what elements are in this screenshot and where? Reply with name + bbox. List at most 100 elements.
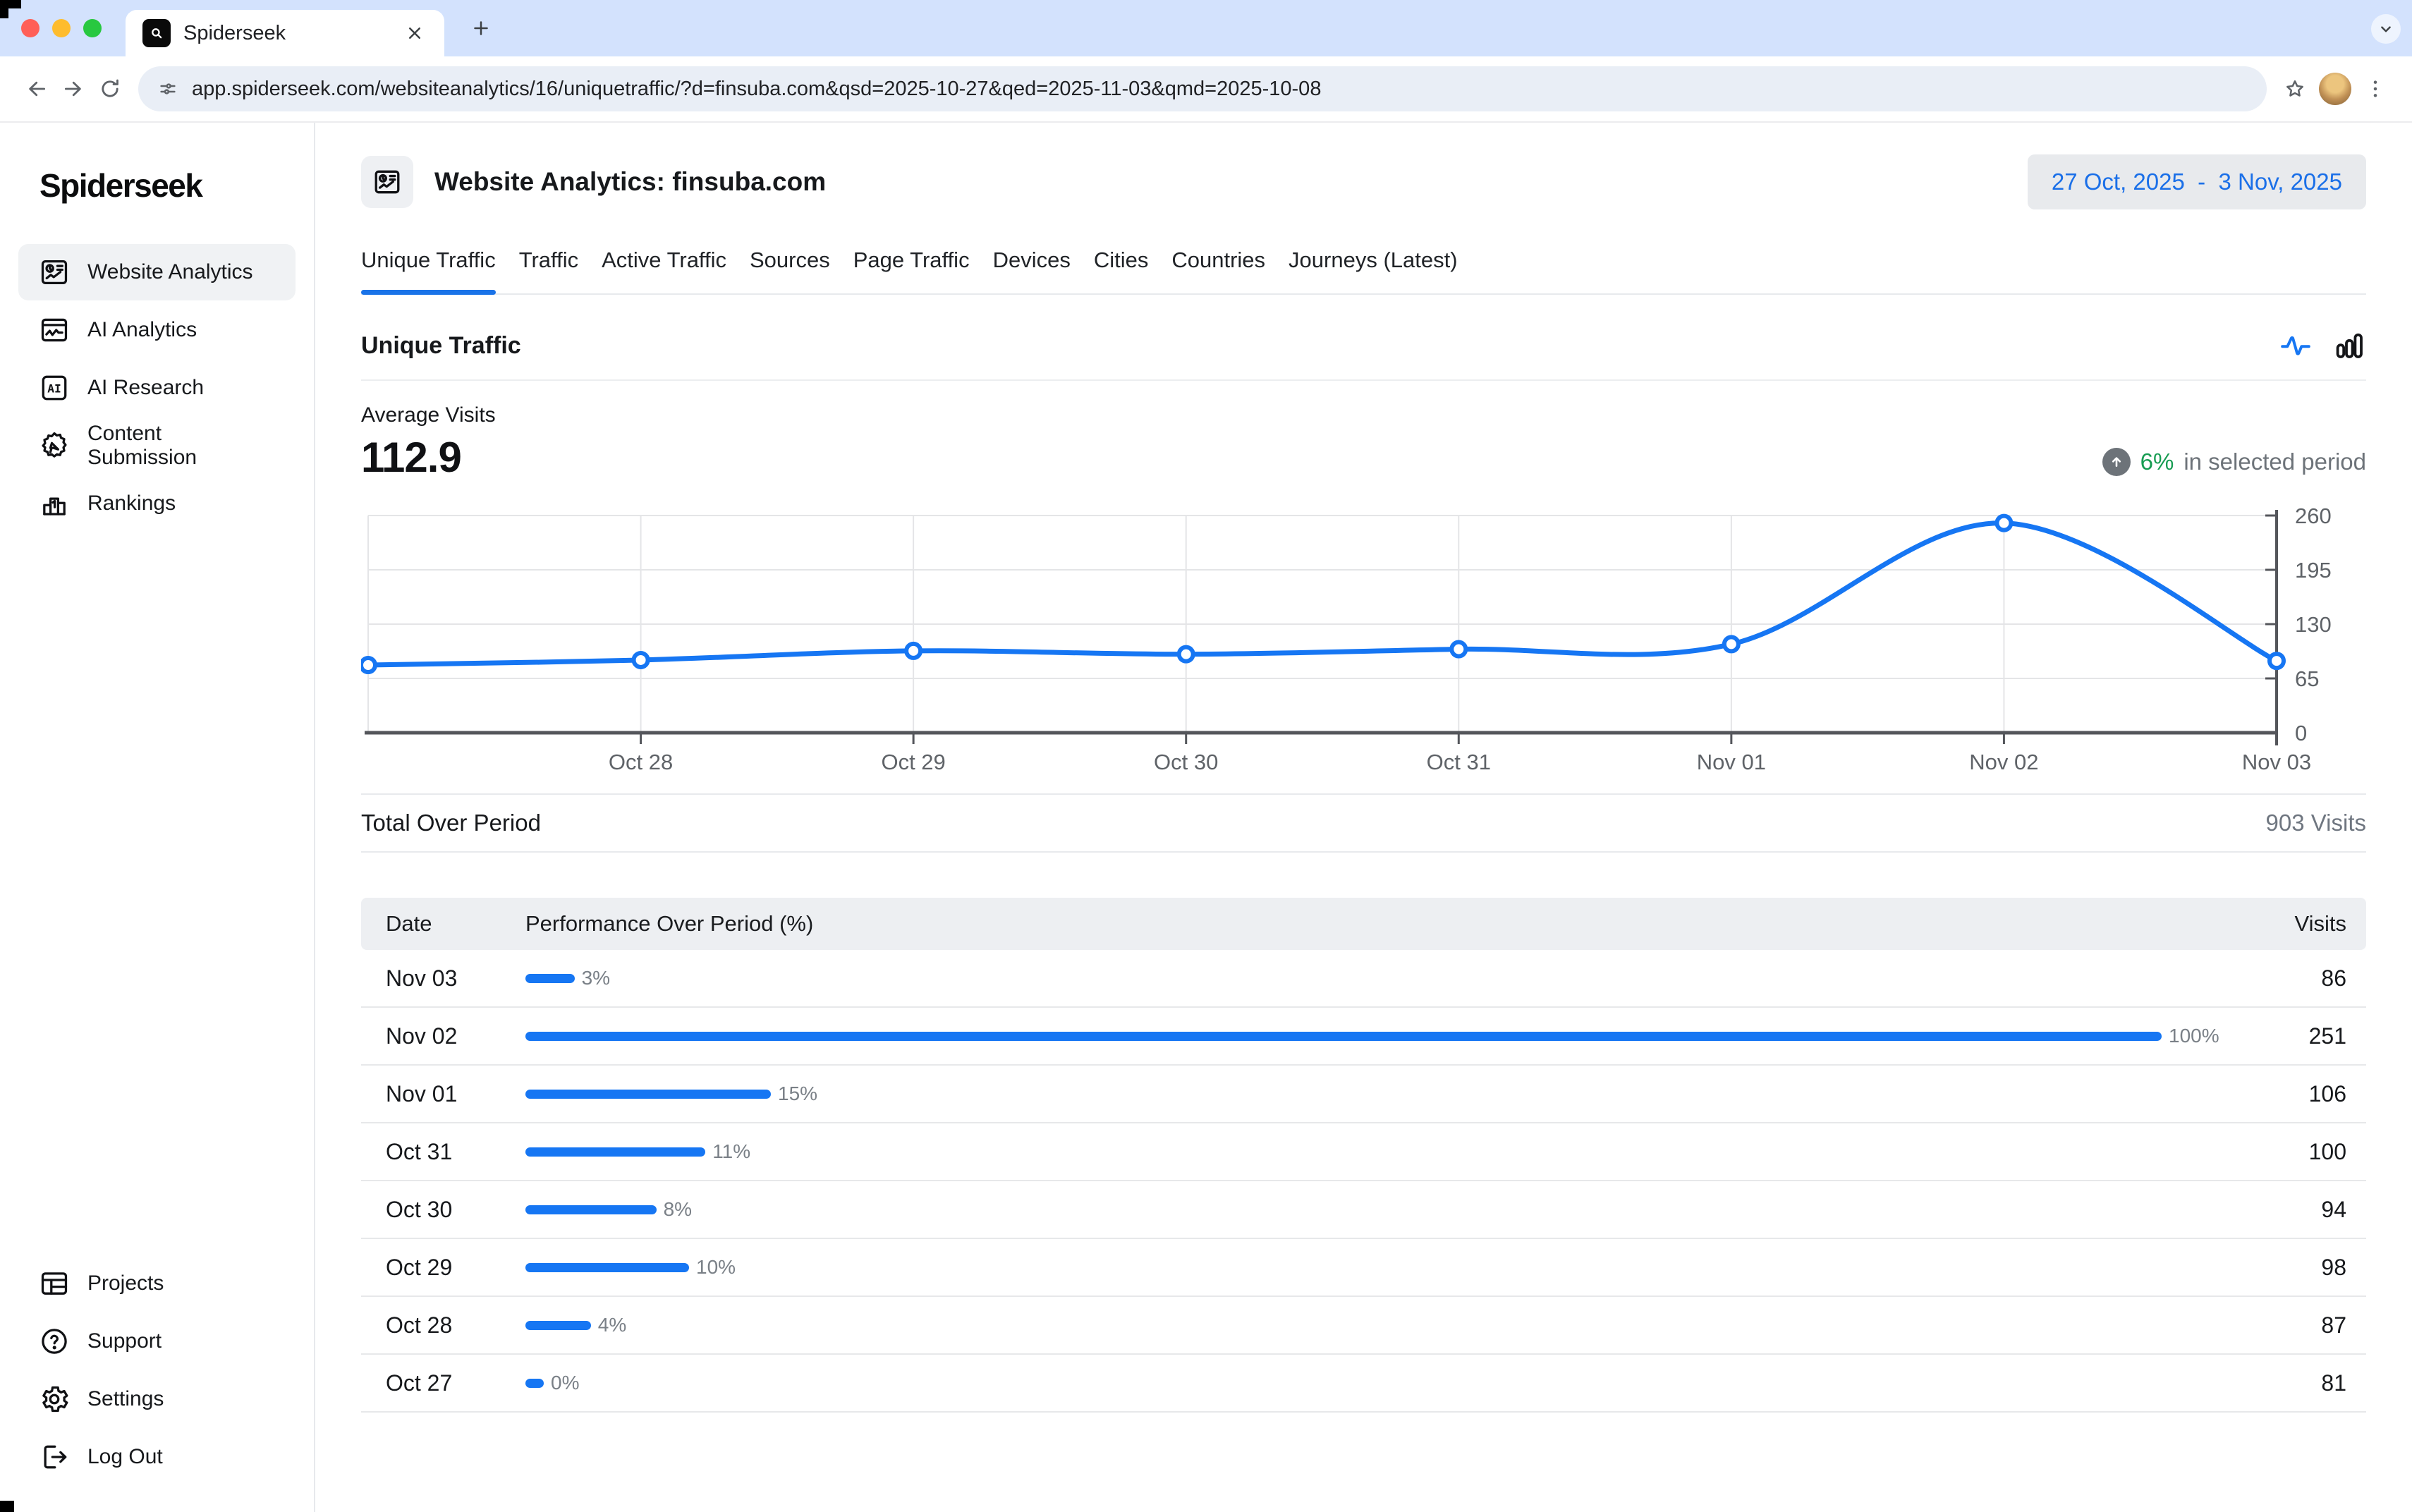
table-row: Oct 28 4% 87	[361, 1297, 2366, 1355]
date-range-button[interactable]: 27 Oct, 2025 - 3 Nov, 2025	[2027, 154, 2366, 209]
total-row: Total Over Period 903 Visits	[361, 793, 2366, 853]
url-bar[interactable]: app.spiderseek.com/websiteanalytics/16/u…	[138, 66, 2267, 111]
tab-journeys-latest[interactable]: Journeys (Latest)	[1289, 248, 1458, 272]
rankings-icon	[38, 487, 71, 520]
sidebar-item-label: Support	[87, 1329, 162, 1353]
row-performance: 11%	[525, 1140, 2191, 1163]
row-performance: 8%	[525, 1198, 2191, 1221]
support-icon	[38, 1325, 71, 1358]
stats-row: Average Visits 112.9 6% in selected peri…	[361, 403, 2366, 482]
svg-text:Oct 31: Oct 31	[1427, 750, 1491, 774]
ai-analytics-icon	[38, 314, 71, 346]
url-text: app.spiderseek.com/websiteanalytics/16/u…	[192, 77, 1322, 100]
sidebar-item-content-submission[interactable]: Content Submission	[18, 417, 296, 474]
row-date: Oct 31	[386, 1138, 453, 1164]
sidebar-item-rankings[interactable]: Rankings	[18, 475, 296, 532]
analytics-tabs: Unique Traffic Traffic Active Traffic Sourc…	[361, 247, 2366, 295]
projects-icon	[38, 1267, 71, 1300]
sidebar-item-ai-analytics[interactable]: AI Analytics	[18, 302, 296, 358]
row-date: Oct 28	[386, 1312, 453, 1338]
settings-icon	[38, 1383, 71, 1415]
page-header: Website Analytics: finsuba.com 27 Oct, 2…	[361, 152, 2366, 212]
sidebar-item-label: Content Submission	[87, 422, 197, 469]
browser-tab-title: Spiderseek	[183, 21, 286, 44]
sidebar-item-label: Projects	[87, 1272, 164, 1295]
section-header: Unique Traffic	[361, 329, 2366, 381]
row-pct-label: 3%	[581, 967, 611, 989]
performance-bar	[525, 1205, 657, 1214]
traffic-table: Date Performance Over Period (%) Visits …	[361, 898, 2366, 1413]
tab-close-icon[interactable]	[402, 20, 427, 46]
header-date: Date	[386, 911, 432, 936]
window-minimize-button[interactable]	[52, 19, 71, 37]
average-visits-label: Average Visits	[361, 403, 496, 427]
svg-text:Nov 02: Nov 02	[1969, 750, 2038, 774]
sidebar-item-label: Rankings	[87, 492, 176, 515]
window-zoom-button[interactable]	[83, 19, 102, 37]
sidebar-item-projects[interactable]: Projects	[18, 1255, 296, 1312]
row-visits: 106	[2308, 1080, 2346, 1106]
table-header: Date Performance Over Period (%) Visits	[361, 898, 2366, 950]
row-pct-label: 100%	[2169, 1025, 2219, 1047]
window-controls	[0, 19, 120, 37]
sidebar-item-label: Log Out	[87, 1445, 163, 1468]
svg-text:AI: AI	[47, 382, 61, 396]
forward-icon[interactable]	[55, 71, 92, 107]
sidebar-item-log-out[interactable]: Log Out	[18, 1429, 296, 1485]
sidebar-item-website-analytics[interactable]: Website Analytics	[18, 244, 296, 300]
tab-search-chevron-icon[interactable]	[2371, 14, 2401, 44]
tab-cities[interactable]: Cities	[1093, 248, 1149, 272]
sidebar-item-support[interactable]: Support	[18, 1313, 296, 1370]
change-percent: 6%	[2140, 449, 2174, 475]
performance-bar	[525, 1378, 544, 1388]
row-visits: 98	[2321, 1254, 2346, 1280]
tab-devices[interactable]: Devices	[992, 248, 1071, 272]
performance-bar	[525, 1262, 689, 1272]
performance-bar	[525, 1320, 591, 1330]
browser-tab[interactable]: Spiderseek	[126, 10, 444, 56]
window-close-button[interactable]	[21, 19, 39, 37]
row-pct-label: 11%	[712, 1140, 751, 1162]
site-settings-tune-icon[interactable]	[157, 78, 179, 100]
tab-sources[interactable]: Sources	[749, 248, 830, 272]
profile-avatar[interactable]	[2319, 73, 2351, 105]
reload-icon[interactable]	[92, 71, 128, 107]
back-icon[interactable]	[18, 71, 55, 107]
sidebar-item-ai-research[interactable]: AI AI Research	[18, 360, 296, 416]
row-pct-label: 8%	[663, 1198, 693, 1220]
row-date: Oct 30	[386, 1196, 453, 1222]
row-pct-label: 0%	[551, 1372, 580, 1394]
tab-active-traffic[interactable]: Active Traffic	[602, 248, 726, 272]
average-visits-value: 112.9	[361, 434, 462, 481]
browser-menu-kebab-icon[interactable]	[2357, 71, 2394, 107]
sidebar-item-settings[interactable]: Settings	[18, 1371, 296, 1427]
row-pct-label: 15%	[778, 1083, 818, 1104]
total-value: 903 Visits	[2265, 810, 2366, 836]
row-visits: 100	[2308, 1138, 2346, 1164]
table-row: Oct 29 10% 98	[361, 1239, 2366, 1297]
arrow-up-icon	[2102, 448, 2131, 476]
new-tab-button[interactable]	[468, 16, 494, 41]
row-date: Oct 29	[386, 1254, 453, 1280]
browser-toolbar: app.spiderseek.com/websiteanalytics/16/u…	[0, 56, 2412, 123]
tab-page-traffic[interactable]: Page Traffic	[853, 248, 970, 272]
row-performance: 10%	[525, 1256, 2191, 1279]
logout-icon	[38, 1441, 71, 1473]
bar-chart-toggle-icon[interactable]	[2332, 329, 2366, 362]
svg-text:Nov 01: Nov 01	[1697, 750, 1766, 774]
tab-traffic[interactable]: Traffic	[518, 248, 579, 272]
table-body: Nov 03 3% 86 Nov 02 100% 251 Nov 01 15% 106 Oct 3…	[361, 950, 2366, 1413]
bookmark-star-icon[interactable]	[2277, 71, 2313, 107]
total-label: Total Over Period	[361, 810, 541, 836]
tab-countries[interactable]: Countries	[1171, 248, 1266, 272]
svg-text:0: 0	[2295, 721, 2307, 745]
sidebar-item-label: Website Analytics	[87, 260, 253, 284]
line-chart-toggle-icon[interactable]	[2279, 329, 2313, 362]
row-date: Nov 02	[386, 1023, 458, 1049]
row-visits: 251	[2308, 1023, 2346, 1049]
svg-text:Nov 03: Nov 03	[2242, 750, 2311, 774]
tab-unique-traffic[interactable]: Unique Traffic	[361, 247, 496, 295]
header-performance: Performance Over Period (%)	[525, 911, 814, 936]
row-date: Nov 03	[386, 965, 458, 991]
